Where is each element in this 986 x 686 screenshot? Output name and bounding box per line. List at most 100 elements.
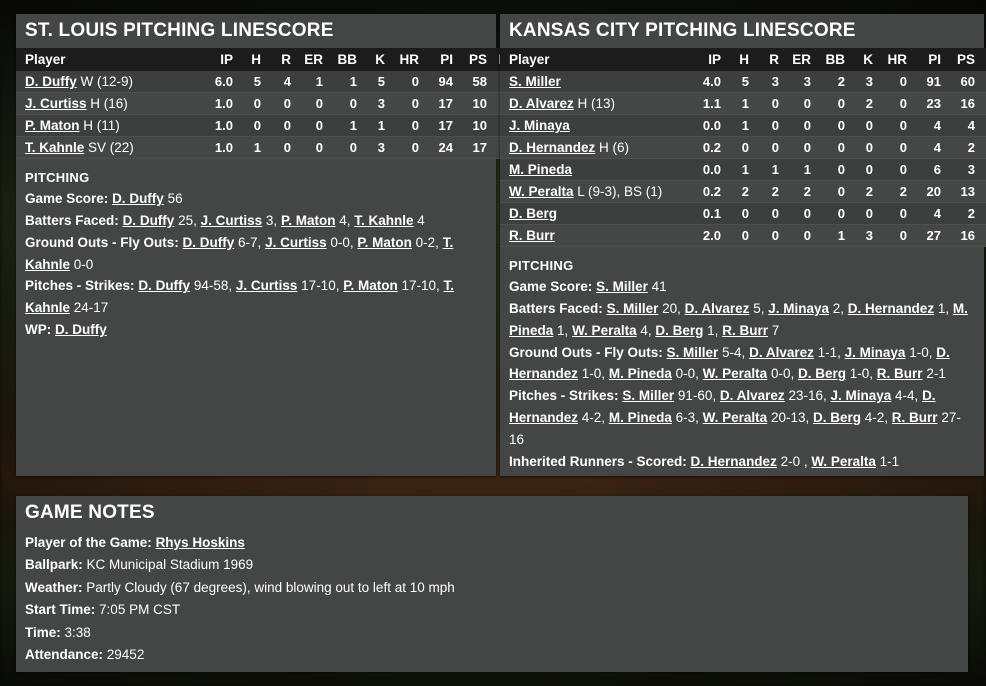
pitcher-name-link[interactable]: D. Alvarez xyxy=(509,95,574,111)
table-row[interactable]: D. Alvarez H (13)1.110002023164.28 xyxy=(500,92,986,115)
table-row[interactable]: T. Kahnle SV (22)1.010003024174.46 xyxy=(16,136,536,159)
pitcher-cell[interactable]: P. Maton H (11) xyxy=(16,114,201,137)
pitcher-cell[interactable]: D. Berg xyxy=(500,202,689,225)
pitcher-cell[interactable]: M. Pineda xyxy=(500,158,689,181)
stl-col-r[interactable]: R xyxy=(261,47,291,71)
pitcher-name-link[interactable]: P. Maton xyxy=(25,117,80,133)
pitcher-name-link[interactable]: D. Berg xyxy=(797,366,846,382)
table-row[interactable]: J. Curtiss H (16)1.000003017103.61 xyxy=(16,92,536,115)
pitcher-name-link[interactable]: J. Minaya xyxy=(768,300,829,316)
pitcher-name-link[interactable]: S. Miller xyxy=(622,388,675,404)
kc-col-bb[interactable]: BB xyxy=(811,47,845,71)
pitcher-name-link[interactable]: T. Kahnle xyxy=(25,139,85,155)
pitcher-name-link[interactable]: J. Curtiss xyxy=(235,278,298,294)
pitcher-name-link[interactable]: J. Curtiss xyxy=(25,95,87,111)
pitcher-name-link[interactable]: D. Duffy xyxy=(122,212,175,228)
pitcher-cell[interactable]: J. Minaya xyxy=(500,114,689,137)
pitcher-name-link[interactable]: D. Berg xyxy=(655,322,704,338)
pitcher-name-link[interactable]: S. Miller xyxy=(509,73,561,89)
pitcher-name-link[interactable]: D. Alvarez xyxy=(749,344,814,360)
pitcher-name-link[interactable]: M. Pineda xyxy=(608,410,672,426)
stl-col-bb[interactable]: BB xyxy=(323,47,357,71)
pitcher-name-link[interactable]: M. Pineda xyxy=(509,300,968,338)
pitcher-name-link[interactable]: J. Minaya xyxy=(509,117,570,133)
pitcher-name-link[interactable]: D. Duffy xyxy=(25,73,77,89)
pitcher-name-link[interactable]: J. Curtiss xyxy=(200,212,263,228)
pitcher-cell[interactable]: D. Alvarez H (13) xyxy=(500,92,689,115)
player-of-game-link[interactable]: Rhys Hoskins xyxy=(155,534,245,550)
table-row[interactable]: P. Maton H (11)1.000011017102.10 xyxy=(16,114,536,137)
pitcher-name-link[interactable]: S. Miller xyxy=(666,344,719,360)
pitcher-name-link[interactable]: D. Alvarez xyxy=(719,388,785,404)
pitcher-name-link[interactable]: W. Peralta xyxy=(811,453,876,469)
pitcher-name-link[interactable]: D. Alvarez xyxy=(684,300,750,316)
pitcher-name-link[interactable]: M. Pineda xyxy=(608,366,672,382)
pitcher-name-link[interactable]: J. Minaya xyxy=(844,344,906,360)
kc-col-ip[interactable]: IP xyxy=(689,47,721,71)
stl-col-er[interactable]: ER xyxy=(291,47,323,71)
pitcher-name-link[interactable]: R. Burr xyxy=(891,410,938,426)
pitcher-name-link[interactable]: D. Duffy xyxy=(112,190,164,206)
pitcher-cell[interactable]: D. Hernandez H (6) xyxy=(500,136,689,159)
pitcher-name-link[interactable]: T. Kahnle xyxy=(25,234,454,272)
pitcher-name-link[interactable]: D. Hernandez xyxy=(509,344,950,382)
pitcher-name-link[interactable]: D. Hernandez xyxy=(847,300,935,316)
kc-col-r[interactable]: R xyxy=(749,47,779,71)
stl-col-ip[interactable]: IP xyxy=(201,47,233,71)
pitcher-name-link[interactable]: W. Peralta xyxy=(572,322,637,338)
pitcher-name-link[interactable]: J. Curtiss xyxy=(265,234,327,250)
kc-col-era[interactable]: ERA xyxy=(975,47,986,71)
pitcher-name-link[interactable]: D. Hernandez xyxy=(509,388,936,426)
stl-col-h[interactable]: H xyxy=(233,47,261,71)
pitcher-name-link[interactable]: R. Burr xyxy=(876,366,923,382)
pitcher-name-link[interactable]: W. Peralta xyxy=(702,410,768,426)
pitcher-name-link[interactable]: T. Kahnle xyxy=(25,278,455,316)
pitcher-name-link[interactable]: J. Minaya xyxy=(830,388,892,404)
stl-col-k[interactable]: K xyxy=(357,47,385,71)
pitcher-name-link[interactable]: S. Miller xyxy=(606,300,659,316)
kc-col-er[interactable]: ER xyxy=(779,47,811,71)
pitcher-name-link[interactable]: D. Berg xyxy=(812,410,861,426)
pitcher-name-link[interactable]: S. Miller xyxy=(596,278,648,294)
pitcher-cell[interactable]: S. Miller xyxy=(500,70,689,93)
pitcher-name-link[interactable]: D. Berg xyxy=(509,205,558,221)
pitcher-name-link[interactable]: T. Kahnle xyxy=(354,212,414,228)
stl-col-ps[interactable]: PS xyxy=(453,47,487,71)
pitcher-name-link[interactable]: D. Hernandez xyxy=(690,453,777,469)
kc-col-pi[interactable]: PI xyxy=(907,47,941,71)
pitcher-cell[interactable]: D. Duffy W (12-9) xyxy=(16,70,201,93)
pitcher-name-link[interactable]: W. Peralta xyxy=(509,183,574,199)
pitcher-name-link[interactable]: D. Duffy xyxy=(138,278,191,294)
pitcher-name-link[interactable]: P. Maton xyxy=(280,212,336,228)
pitcher-name-link[interactable]: D. Duffy xyxy=(55,322,107,338)
pitcher-name-link[interactable]: D. Hernandez xyxy=(509,139,596,155)
pitcher-cell[interactable]: T. Kahnle SV (22) xyxy=(16,136,201,159)
kc-col-player[interactable]: Player xyxy=(500,47,689,71)
stat-era-cell: 3.54 xyxy=(975,114,986,137)
table-row[interactable]: D. Hernandez H (6)0.2000000421.62 xyxy=(500,136,986,159)
kc-col-k[interactable]: K xyxy=(845,47,873,71)
pitcher-name-link[interactable]: P. Maton xyxy=(343,278,398,294)
pitcher-name-link[interactable]: R. Burr xyxy=(722,322,768,338)
table-row[interactable]: D. Duffy W (12-9)6.054115094582.77 xyxy=(16,70,536,93)
stl-col-pi[interactable]: PI xyxy=(419,47,453,71)
kc-col-hr[interactable]: HR xyxy=(873,47,907,71)
pitcher-name-link[interactable]: P. Maton xyxy=(357,234,412,250)
pitcher-name-link[interactable]: W. Peralta xyxy=(702,366,768,382)
pitcher-name-link[interactable]: M. Pineda xyxy=(509,161,573,177)
pitcher-cell[interactable]: R. Burr xyxy=(500,224,689,247)
kc-col-ps[interactable]: PS xyxy=(941,47,975,71)
stl-col-hr[interactable]: HR xyxy=(385,47,419,71)
stl-col-player[interactable]: Player xyxy=(16,47,201,71)
table-row[interactable]: W. Peralta L (9-3), BS (1)0.222202220133… xyxy=(500,180,986,203)
pitcher-cell[interactable]: W. Peralta L (9-3), BS (1) xyxy=(500,180,689,203)
kc-col-h[interactable]: H xyxy=(721,47,749,71)
pitcher-name-link[interactable]: R. Burr xyxy=(509,227,555,243)
pitcher-cell[interactable]: J. Curtiss H (16) xyxy=(16,92,201,115)
pitcher-name-link[interactable]: D. Duffy xyxy=(182,234,235,250)
